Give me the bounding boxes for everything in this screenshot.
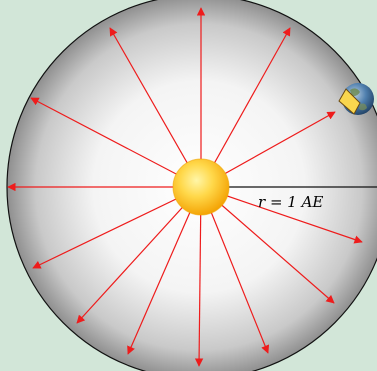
sun-icon	[172, 158, 230, 216]
solar-panel-icon	[338, 88, 361, 115]
radiation-ray-7	[127, 186, 202, 355]
radiation-ray-13	[200, 27, 291, 188]
radiation-ray-9	[200, 186, 270, 354]
radiation-ray-6	[76, 186, 202, 324]
radiation-ray-2	[109, 27, 202, 188]
radiation-rays	[7, 7, 363, 367]
radiation-ray-10	[200, 186, 335, 304]
radius-label: r = 1 AE	[258, 193, 323, 211]
radiation-ray-5	[32, 186, 202, 269]
radiation-ray-8	[194, 186, 204, 367]
radiation-ray-3	[30, 97, 202, 188]
